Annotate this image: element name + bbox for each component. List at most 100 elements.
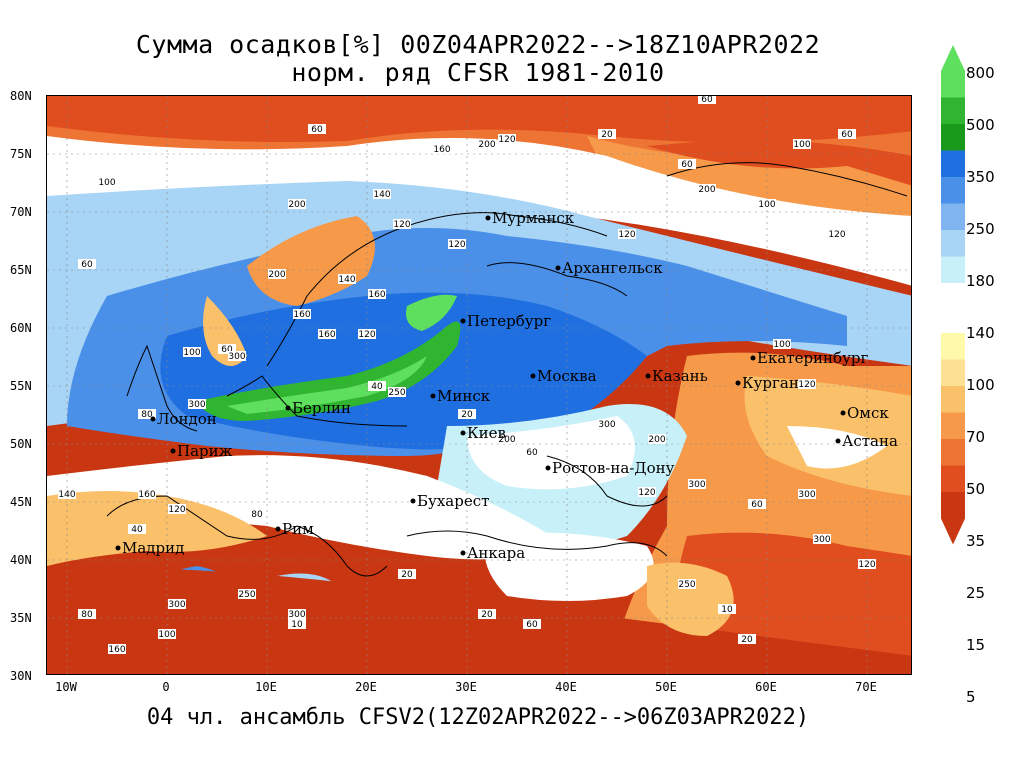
city-marker: Курган <box>735 374 799 392</box>
colorbar-swatch <box>941 256 965 283</box>
city-marker: Анкара <box>460 544 525 562</box>
colorbar-label: 50 <box>966 480 986 498</box>
contour-label: 300 <box>813 534 831 545</box>
latitude-tick-label: 50N <box>10 437 32 451</box>
latitude-tick-label: 35N <box>10 611 32 625</box>
svg-text:120: 120 <box>638 488 655 498</box>
svg-text:300: 300 <box>168 600 185 610</box>
svg-text:200: 200 <box>498 435 515 445</box>
latitude-tick-label: 55N <box>10 379 32 393</box>
svg-text:100: 100 <box>793 140 810 150</box>
colorbar-swatch <box>941 97 965 124</box>
city-label: Москва <box>537 367 597 385</box>
svg-text:120: 120 <box>618 230 635 240</box>
contour-label: 250 <box>678 579 696 590</box>
svg-text:300: 300 <box>688 480 705 490</box>
latitude-tick-label: 65N <box>10 263 32 277</box>
city-marker: Рим <box>275 520 314 538</box>
city-marker: Лондон <box>150 410 217 428</box>
colorbar-swatch <box>941 230 965 257</box>
svg-text:300: 300 <box>813 535 830 545</box>
city-label: Париж <box>177 442 233 460</box>
svg-text:200: 200 <box>648 435 665 445</box>
svg-text:160: 160 <box>318 330 335 340</box>
colorbar-top-arrow <box>941 45 965 71</box>
latitude-tick-label: 40N <box>10 553 32 567</box>
svg-text:20: 20 <box>741 635 753 645</box>
contour-label: 60 <box>523 619 541 630</box>
svg-text:120: 120 <box>498 135 515 145</box>
svg-text:300: 300 <box>188 400 205 410</box>
svg-text:120: 120 <box>798 380 815 390</box>
contour-label: 160 <box>433 144 451 155</box>
city-label: Екатеринбург <box>757 349 868 367</box>
colorbar-label: 800 <box>966 64 995 82</box>
contour-label: 60 <box>678 159 696 170</box>
svg-text:20: 20 <box>601 130 613 140</box>
longitude-tick-label: 70E <box>855 680 877 694</box>
contour-label: 300 <box>688 479 706 490</box>
contour-label: 140 <box>58 489 76 500</box>
contour-label: 120 <box>618 229 636 240</box>
svg-text:200: 200 <box>288 200 305 210</box>
longitude-tick-label: 40E <box>555 680 577 694</box>
chart-subtitle: норм. ряд CFSR 1981-2010 <box>291 58 665 87</box>
city-dot <box>735 380 741 386</box>
city-marker: Берлин <box>285 399 351 417</box>
colorbar-swatch <box>941 492 965 519</box>
latitude-tick-label: 45N <box>10 495 32 509</box>
contour-label: 100 <box>758 199 776 210</box>
contour-label: 60 <box>698 96 716 105</box>
contour-label: 60 <box>748 499 766 510</box>
city-marker: Омск <box>840 404 889 422</box>
svg-text:160: 160 <box>138 490 155 500</box>
city-label: Астана <box>842 432 898 450</box>
city-label: Омск <box>847 404 889 422</box>
contour-label: 60 <box>218 344 236 355</box>
svg-text:10: 10 <box>291 620 303 630</box>
svg-text:20: 20 <box>481 610 493 620</box>
contour-label: 100 <box>773 339 791 350</box>
svg-text:100: 100 <box>98 178 115 188</box>
svg-text:10: 10 <box>721 605 733 615</box>
contour-label: 200 <box>268 269 286 280</box>
svg-text:140: 140 <box>373 190 390 200</box>
colorbar-label: 180 <box>966 272 995 290</box>
svg-text:120: 120 <box>858 560 875 570</box>
contour-label: 160 <box>368 289 386 300</box>
contour-label: 20 <box>458 409 476 420</box>
city-dot <box>645 373 651 379</box>
city-dot <box>555 265 561 271</box>
latitude-tick-label: 30N <box>10 669 32 683</box>
svg-text:60: 60 <box>751 500 763 510</box>
city-marker: Ростов-на-Дону <box>545 459 675 477</box>
svg-text:60: 60 <box>681 160 693 170</box>
colorbar-label: 350 <box>966 168 995 186</box>
city-dot <box>750 355 756 361</box>
city-label: Курган <box>742 374 799 392</box>
contour-label: 300 <box>288 609 306 620</box>
longitude-tick-label: 60E <box>755 680 777 694</box>
colorbar-swatch <box>941 359 965 386</box>
svg-text:20: 20 <box>401 570 413 580</box>
city-dot <box>530 373 536 379</box>
svg-text:200: 200 <box>268 270 285 280</box>
latitude-tick-label: 60N <box>10 321 32 335</box>
contour-label: 200 <box>698 184 716 195</box>
city-dot <box>410 498 416 504</box>
city-marker: Минск <box>430 387 491 405</box>
city-label: Бухарест <box>417 492 489 510</box>
city-marker: Мурманск <box>485 209 575 227</box>
longitude-tick-label: 0 <box>162 680 170 694</box>
contour-label: 120 <box>828 229 846 240</box>
contour-label: 120 <box>858 559 876 570</box>
chart-title: Сумма осадков[%] 00Z04APR2022-->18Z10APR… <box>135 30 821 59</box>
colorbar-swatch <box>941 71 965 98</box>
contour-label: 160 <box>108 644 126 655</box>
colorbar-label: 100 <box>966 376 995 394</box>
city-marker: Мадрид <box>115 539 184 557</box>
colorbar-label: 5 <box>966 688 976 706</box>
city-label: Казань <box>652 367 708 385</box>
contour-label: 120 <box>393 219 411 230</box>
colorbar-swatch <box>941 177 965 204</box>
